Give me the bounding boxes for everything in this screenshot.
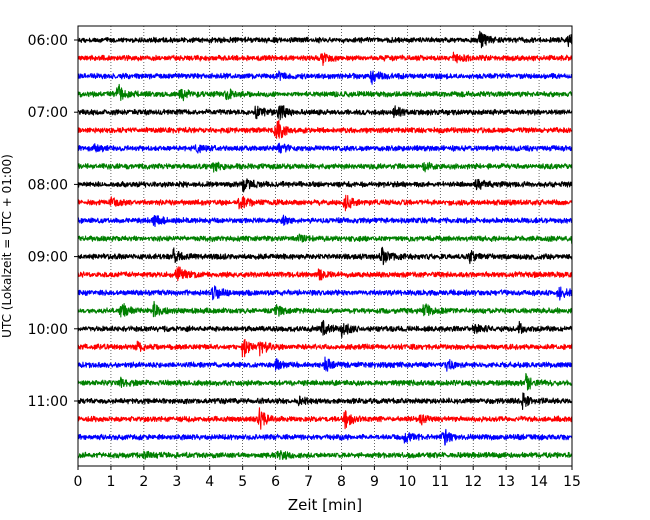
seismogram-trace <box>77 161 573 173</box>
seismogram-trace <box>77 51 573 67</box>
seismogram-trace <box>77 105 573 121</box>
seismogram-trace <box>77 285 573 301</box>
seismogram-trace <box>77 194 573 212</box>
seismogram-trace <box>77 373 573 391</box>
seismogram-trace <box>77 407 573 430</box>
x-tick-label: 10 <box>398 474 416 490</box>
seismogram-trace <box>77 319 573 339</box>
x-tick-label: 11 <box>431 474 449 490</box>
x-tick-label: 3 <box>172 474 181 490</box>
x-grid-lines <box>110 26 540 466</box>
seismogram-trace <box>77 119 573 139</box>
x-tick-label: 4 <box>205 474 214 490</box>
seismogram-trace <box>77 142 573 154</box>
seismogram-trace <box>77 356 573 372</box>
x-tick-label: 13 <box>497 474 515 490</box>
y-axis-ticks: 06:00 07:00 08:00 09:00 10:00 11:00 <box>28 33 78 410</box>
seismogram-traces <box>77 30 573 460</box>
seismogram-trace <box>77 30 573 49</box>
y-tick-label: 06:00 <box>28 33 68 49</box>
seismogram-trace <box>77 178 573 193</box>
y-tick-label: 07:00 <box>28 105 68 121</box>
seismogram-trace <box>77 246 573 266</box>
x-tick-label: 15 <box>563 474 581 490</box>
x-tick-label: 6 <box>271 474 280 490</box>
x-tick-label: 14 <box>530 474 548 490</box>
x-axis-label: Zeit [min] <box>288 496 362 514</box>
y-tick-label: 10:00 <box>28 322 68 338</box>
seismogram-trace <box>77 214 573 228</box>
y-axis-label: UTC (Lokalzeit = UTC + 01:00) <box>0 154 14 338</box>
y-tick-label: 11:00 <box>28 394 68 410</box>
seismogram-trace <box>77 83 573 102</box>
seismogram-trace <box>77 70 573 85</box>
seismogram-trace <box>77 428 573 446</box>
x-tick-label: 12 <box>464 474 482 490</box>
seismogram-trace <box>77 450 573 460</box>
seismogram-trace <box>77 266 573 282</box>
seismogram-trace <box>77 338 573 358</box>
y-tick-label: 09:00 <box>28 250 68 266</box>
x-tick-label: 7 <box>304 474 313 490</box>
x-tick-label: 9 <box>370 474 379 490</box>
x-tick-label: 5 <box>238 474 247 490</box>
x-tick-label: 8 <box>337 474 346 490</box>
plot-frame <box>77 25 573 467</box>
x-tick-label: 2 <box>139 474 148 490</box>
x-tick-label: 1 <box>106 474 115 490</box>
x-tick-label: 0 <box>74 474 83 490</box>
y-tick-label: 08:00 <box>28 177 68 193</box>
seismogram-trace <box>77 300 573 318</box>
seismogram-trace <box>77 392 573 411</box>
x-axis-ticks: 0 1 2 3 4 5 6 7 8 9 10 11 12 13 14 15 <box>74 466 581 490</box>
seismogram-trace <box>77 233 573 244</box>
